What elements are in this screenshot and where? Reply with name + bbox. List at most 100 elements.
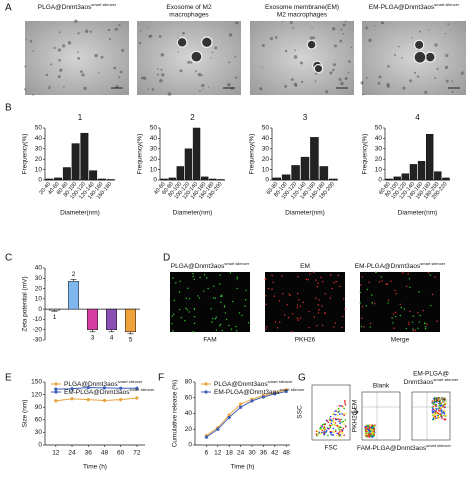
dot bbox=[313, 316, 316, 318]
dot bbox=[214, 318, 217, 320]
speck bbox=[187, 60, 191, 64]
point bbox=[250, 399, 254, 403]
dot bbox=[412, 315, 414, 317]
y-tick-label: 50 bbox=[150, 125, 158, 132]
speck bbox=[339, 39, 343, 43]
y-tick-label: 40 bbox=[35, 265, 43, 272]
dot bbox=[198, 297, 201, 299]
point bbox=[216, 427, 220, 431]
speck bbox=[311, 27, 313, 30]
event bbox=[333, 423, 335, 426]
point bbox=[119, 386, 123, 390]
label: Dnmt3aossmart silencer bbox=[404, 377, 459, 386]
dot bbox=[220, 323, 222, 326]
dot bbox=[360, 325, 363, 328]
label-text: EM bbox=[300, 263, 310, 270]
event bbox=[370, 428, 372, 431]
event bbox=[337, 414, 339, 417]
event bbox=[434, 416, 436, 419]
dot bbox=[302, 301, 304, 304]
dot bbox=[221, 295, 223, 297]
dot bbox=[409, 310, 411, 313]
series-line bbox=[55, 397, 137, 402]
event bbox=[327, 421, 330, 423]
speck bbox=[58, 31, 61, 34]
speck bbox=[373, 25, 376, 27]
speck bbox=[156, 67, 159, 70]
event bbox=[439, 413, 441, 416]
dot bbox=[429, 274, 431, 276]
speck bbox=[444, 65, 449, 70]
dot bbox=[317, 304, 320, 306]
y-tick-label: 40 bbox=[35, 135, 43, 142]
event bbox=[330, 433, 332, 436]
speck bbox=[235, 21, 239, 25]
event bbox=[364, 426, 367, 429]
speck bbox=[97, 71, 100, 74]
speck bbox=[143, 76, 147, 80]
speck bbox=[325, 90, 329, 94]
event bbox=[440, 414, 443, 417]
event bbox=[438, 400, 441, 403]
dot bbox=[244, 305, 246, 307]
dot bbox=[179, 280, 181, 282]
event bbox=[334, 422, 337, 424]
y-axis-label: Frequency(%) bbox=[22, 134, 29, 175]
dot bbox=[171, 323, 173, 325]
vesicle bbox=[306, 39, 317, 50]
dot bbox=[394, 311, 397, 314]
dot bbox=[375, 271, 377, 274]
dot bbox=[422, 309, 425, 312]
bar bbox=[106, 179, 115, 181]
bar bbox=[97, 178, 106, 181]
legend-swatch bbox=[54, 382, 58, 386]
vesicle bbox=[424, 51, 436, 63]
dot bbox=[360, 284, 362, 286]
speck bbox=[397, 45, 400, 48]
dot bbox=[291, 313, 294, 315]
dot bbox=[211, 321, 213, 323]
speck bbox=[340, 28, 343, 31]
event bbox=[336, 418, 338, 421]
point bbox=[261, 395, 265, 399]
dot bbox=[214, 297, 217, 300]
point bbox=[102, 398, 107, 403]
bar bbox=[329, 178, 338, 181]
point bbox=[86, 398, 90, 402]
dot bbox=[331, 287, 333, 290]
panel-letter: E bbox=[5, 373, 12, 384]
fluor-image bbox=[170, 272, 250, 332]
label: Exosome of M2 bbox=[166, 4, 212, 11]
dot bbox=[395, 315, 397, 318]
event bbox=[441, 401, 444, 404]
speck bbox=[331, 27, 336, 31]
dot bbox=[313, 271, 315, 274]
speck bbox=[284, 84, 288, 88]
axis-label: SSC bbox=[297, 405, 304, 419]
bar bbox=[217, 179, 225, 181]
dot bbox=[387, 299, 390, 302]
bar-label: 3 bbox=[91, 334, 95, 341]
event bbox=[431, 400, 434, 402]
bar-label: 2 bbox=[72, 271, 76, 278]
dot bbox=[369, 322, 372, 325]
y-tick-label: 10 bbox=[150, 166, 158, 173]
event bbox=[340, 426, 342, 428]
speck bbox=[424, 90, 428, 94]
label-sup: smart silencer bbox=[129, 387, 155, 392]
chart-title: 1 bbox=[78, 113, 83, 122]
y-tick-label: 10 bbox=[375, 166, 383, 173]
dot bbox=[307, 279, 310, 281]
label-text: Dnmt3aos bbox=[404, 379, 434, 386]
dot bbox=[386, 283, 388, 286]
label-text: EM-PLGA@Dnmt3aos bbox=[355, 263, 421, 270]
x-tick-label: 24 bbox=[237, 450, 245, 457]
dot bbox=[184, 320, 186, 322]
event bbox=[336, 434, 338, 437]
x-axis-label: Diameter(nm) bbox=[60, 210, 100, 217]
event bbox=[323, 433, 325, 436]
dot bbox=[333, 326, 335, 328]
event bbox=[443, 409, 445, 412]
tem-image bbox=[137, 21, 241, 95]
speck bbox=[81, 73, 85, 77]
